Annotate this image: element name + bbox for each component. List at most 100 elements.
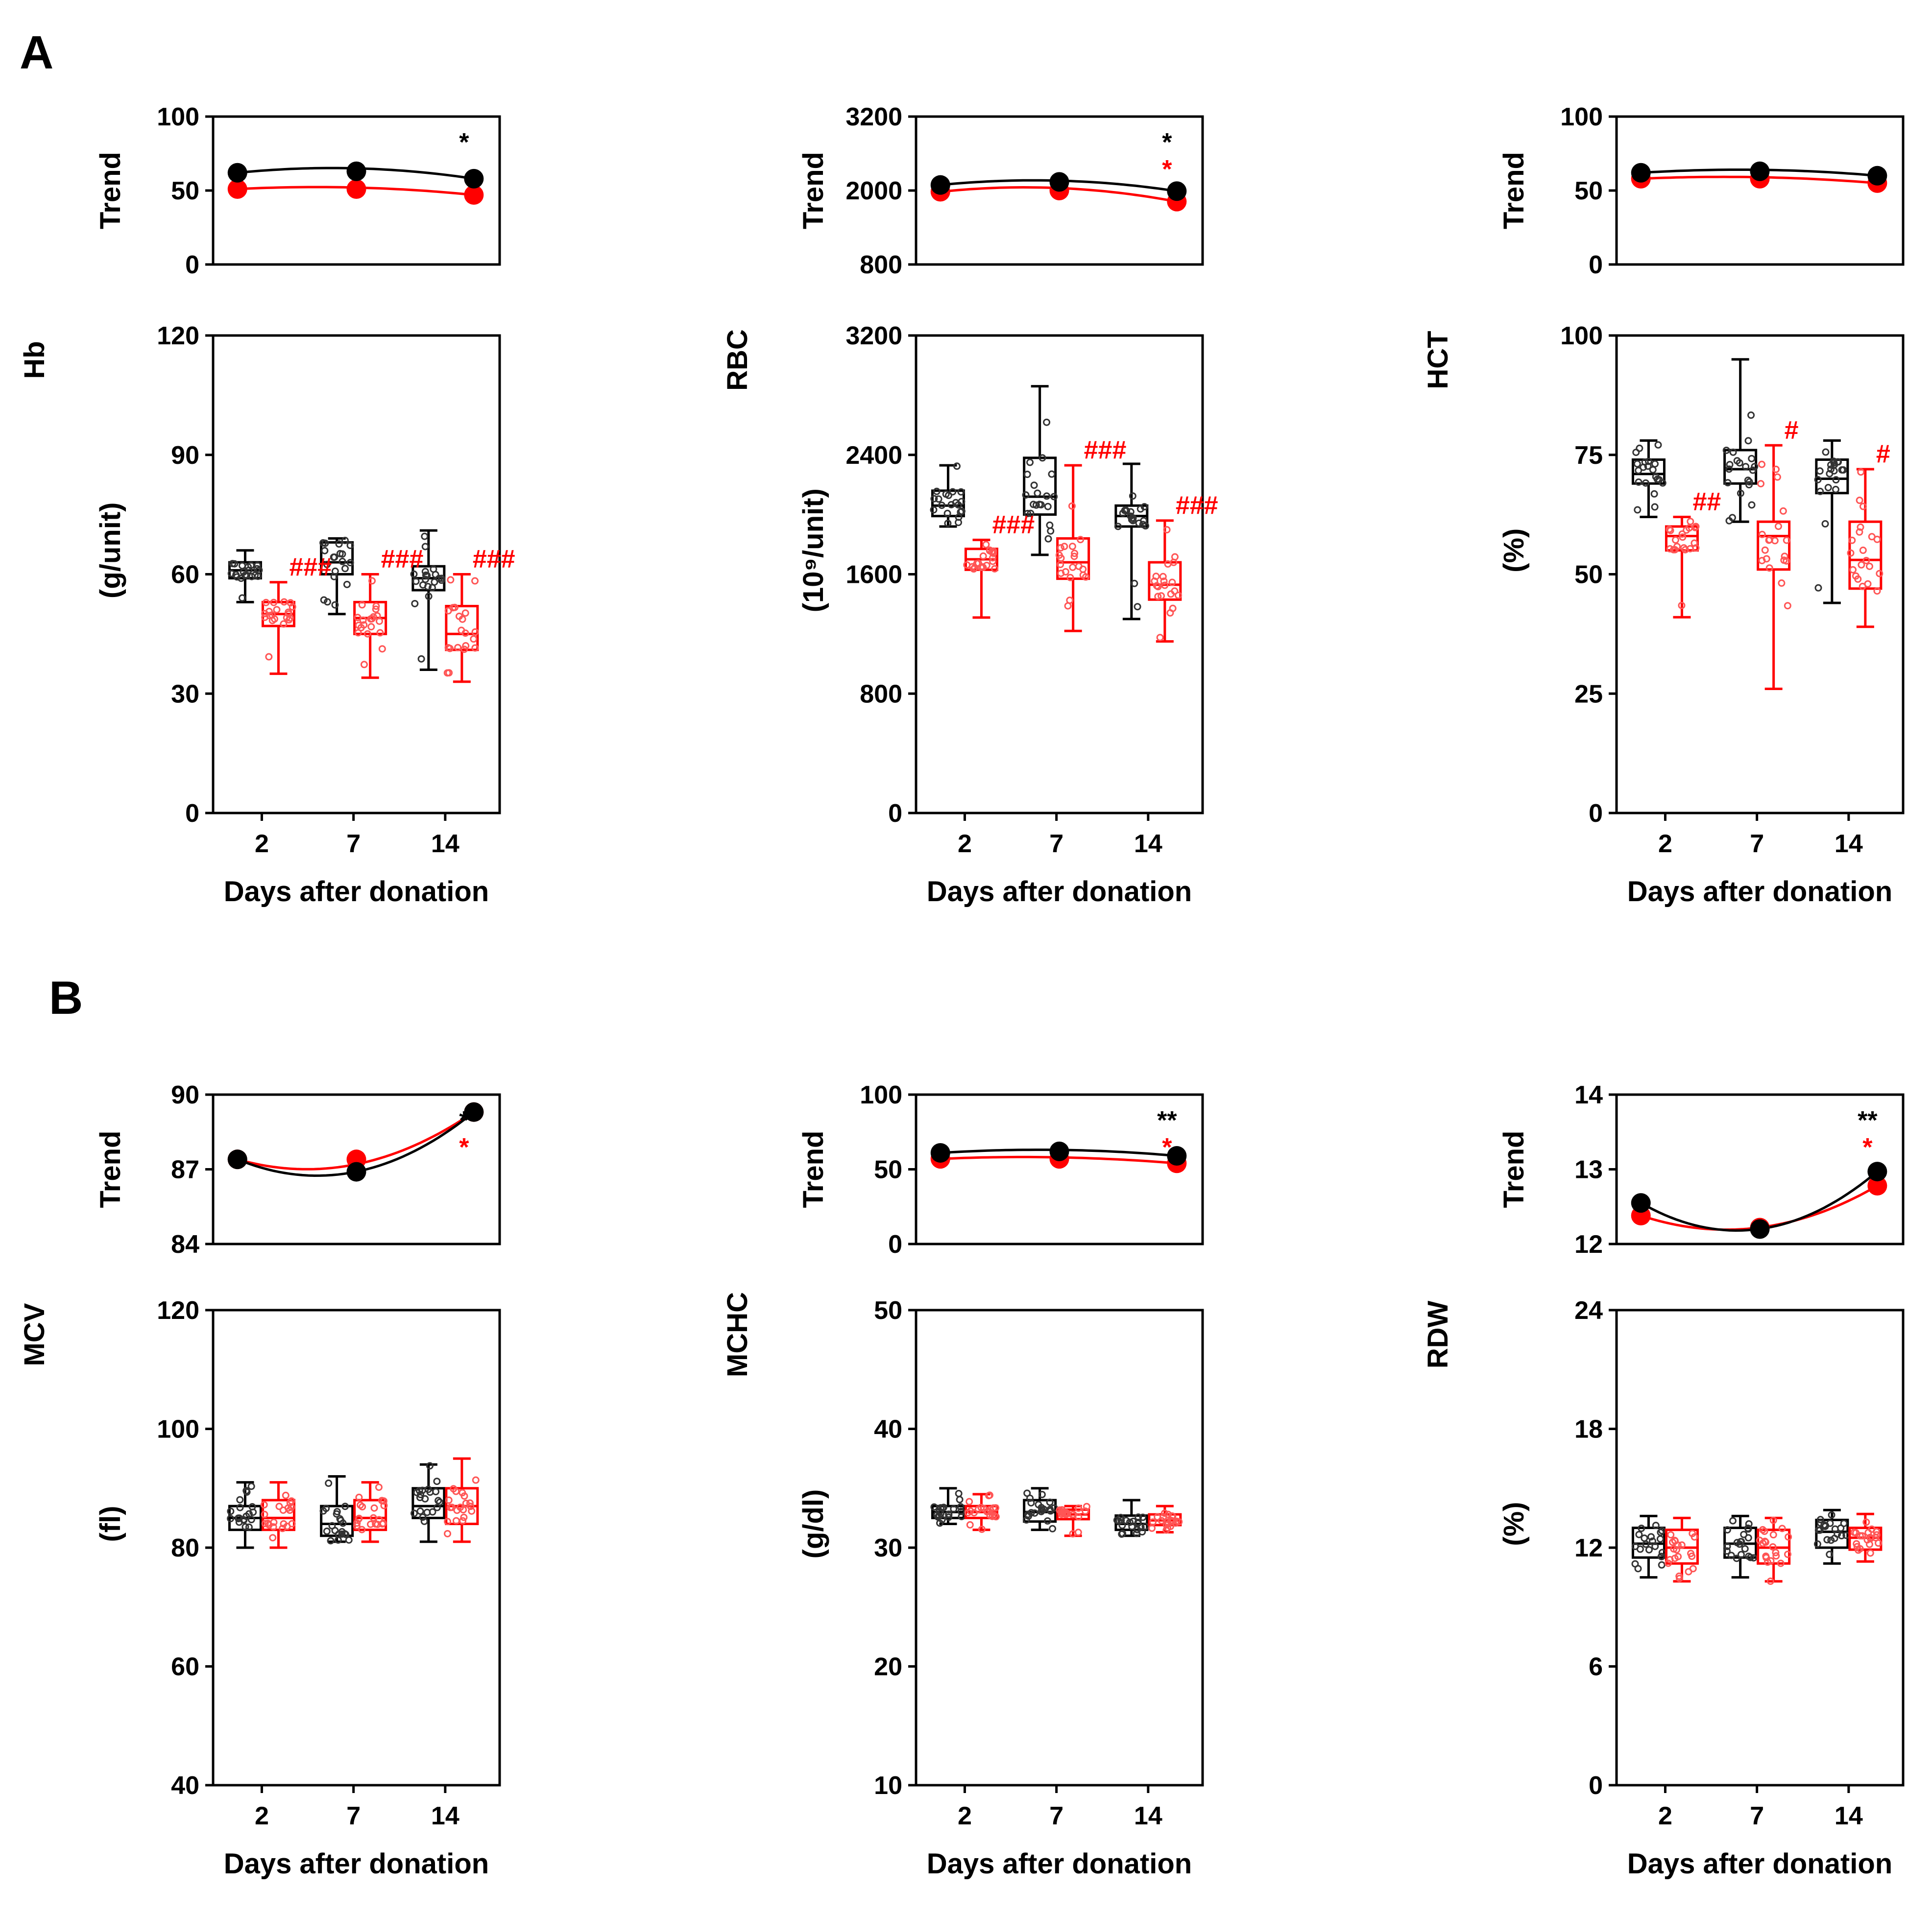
unit-axis-label: (%) bbox=[1498, 528, 1530, 573]
data-point-black bbox=[1650, 490, 1658, 498]
data-point-black bbox=[1046, 1498, 1054, 1506]
box-tick-label: 20 bbox=[874, 1653, 902, 1681]
data-point-red bbox=[1873, 587, 1881, 595]
data-point-black bbox=[346, 542, 354, 550]
data-point-black bbox=[1748, 501, 1756, 509]
significance-label: ### bbox=[289, 553, 332, 581]
chart-rdw: 12 13 14 Trend *** 0 6 12 18 24 RDW (%) 2 7 14 Days aft… bbox=[1422, 1081, 1905, 1880]
x-tick-label: 7 bbox=[346, 830, 361, 858]
data-point-black bbox=[331, 567, 339, 575]
significance-label: # bbox=[1876, 440, 1890, 468]
data-point-black bbox=[1635, 467, 1642, 475]
data-point-black bbox=[1729, 448, 1737, 456]
x-axis-label: Days after donation bbox=[224, 1848, 489, 1880]
data-point-black bbox=[319, 1507, 327, 1515]
data-point-black bbox=[248, 1503, 256, 1511]
box-tick-label: 100 bbox=[1560, 322, 1603, 350]
data-point-black bbox=[422, 571, 430, 579]
data-point-red bbox=[1156, 634, 1164, 642]
data-point-black bbox=[247, 1483, 255, 1490]
data-point-black bbox=[1651, 503, 1659, 511]
data-point-black bbox=[957, 488, 965, 496]
trend-tick-label: 100 bbox=[157, 103, 199, 131]
data-point-red bbox=[452, 1517, 460, 1525]
data-point-red bbox=[378, 645, 386, 653]
data-point-black bbox=[237, 574, 245, 582]
data-point-red bbox=[970, 1509, 978, 1517]
data-point-black bbox=[1652, 473, 1660, 480]
data-point-black bbox=[1640, 463, 1647, 471]
data-point-black bbox=[1030, 481, 1038, 489]
data-point-red bbox=[380, 1502, 388, 1509]
trend-point-black bbox=[1750, 1219, 1770, 1239]
data-point-red bbox=[279, 1525, 287, 1532]
data-point-red bbox=[977, 1504, 985, 1511]
data-point-red bbox=[269, 1523, 277, 1531]
data-point-red bbox=[1061, 543, 1068, 550]
data-point-black bbox=[1742, 463, 1750, 471]
box-tick-label: 800 bbox=[860, 680, 902, 708]
trend-tick-label: 50 bbox=[874, 1156, 902, 1184]
x-axis-label: Days after donation bbox=[1627, 876, 1892, 908]
data-point-black bbox=[1827, 461, 1835, 469]
data-point-black bbox=[336, 550, 344, 557]
data-point-black bbox=[1748, 455, 1756, 462]
data-point-red bbox=[280, 620, 288, 628]
data-point-black bbox=[425, 593, 433, 600]
data-point-red bbox=[983, 1508, 991, 1516]
significance-label: ### bbox=[381, 545, 424, 574]
data-point-black bbox=[432, 571, 439, 578]
panel-letter-a: A bbox=[20, 26, 53, 79]
trend-tick-label: 800 bbox=[860, 251, 902, 279]
data-point-black bbox=[415, 1487, 423, 1495]
box-tick-label: 80 bbox=[171, 1534, 199, 1562]
box-tick-label: 18 bbox=[1574, 1415, 1603, 1444]
data-point-black bbox=[1027, 1499, 1035, 1507]
trend-point-black bbox=[930, 1143, 950, 1163]
data-point-red bbox=[990, 550, 997, 557]
chart-mchc: 0 50 100 Trend *** 10 20 30 40 50 MCHC (g/dl) 2 7 14 Da… bbox=[722, 1081, 1204, 1880]
data-point-black bbox=[1642, 1540, 1650, 1548]
data-point-red bbox=[369, 1514, 377, 1522]
data-point-black bbox=[1048, 470, 1056, 478]
data-point-red bbox=[1759, 1526, 1766, 1533]
box-tick-label: 0 bbox=[888, 799, 902, 828]
trend-sig-black: * bbox=[459, 1106, 469, 1135]
data-point-black bbox=[1134, 1519, 1142, 1527]
data-point-black bbox=[1652, 1522, 1660, 1530]
data-point-red bbox=[989, 554, 997, 562]
data-point-black bbox=[243, 1488, 251, 1496]
data-point-black bbox=[1744, 1534, 1752, 1542]
data-point-red bbox=[282, 1491, 290, 1499]
data-point-red bbox=[1855, 1546, 1862, 1554]
data-point-red bbox=[444, 1530, 452, 1537]
data-point-black bbox=[1114, 523, 1122, 530]
x-tick-label: 7 bbox=[1049, 1802, 1063, 1830]
data-point-black bbox=[957, 1507, 965, 1515]
data-point-black bbox=[319, 539, 327, 547]
data-point-black bbox=[1038, 454, 1046, 462]
data-point-black bbox=[1814, 584, 1822, 592]
data-point-black bbox=[410, 570, 418, 578]
data-point-red bbox=[1058, 1510, 1065, 1518]
data-point-red bbox=[1757, 480, 1765, 488]
data-point-black bbox=[420, 1517, 428, 1525]
trend-axis-label: Trend bbox=[95, 1131, 126, 1208]
data-point-red bbox=[471, 577, 479, 585]
data-point-black bbox=[1126, 1518, 1134, 1526]
trend-tick-label: 100 bbox=[860, 1081, 902, 1109]
data-point-black bbox=[1736, 1540, 1743, 1548]
data-point-black bbox=[328, 1522, 336, 1530]
data-point-black bbox=[227, 570, 235, 577]
data-point-black bbox=[255, 566, 263, 574]
data-point-red bbox=[1862, 1518, 1870, 1526]
data-point-black bbox=[930, 1503, 938, 1511]
data-point-black bbox=[1729, 1517, 1737, 1525]
data-point-red bbox=[1057, 544, 1064, 552]
data-point-red bbox=[359, 616, 367, 624]
trend-point-black bbox=[1167, 1146, 1187, 1166]
data-point-black bbox=[1638, 1525, 1645, 1532]
data-point-red bbox=[468, 1507, 476, 1515]
data-point-red bbox=[1856, 528, 1863, 536]
box-tick-label: 50 bbox=[874, 1296, 902, 1325]
